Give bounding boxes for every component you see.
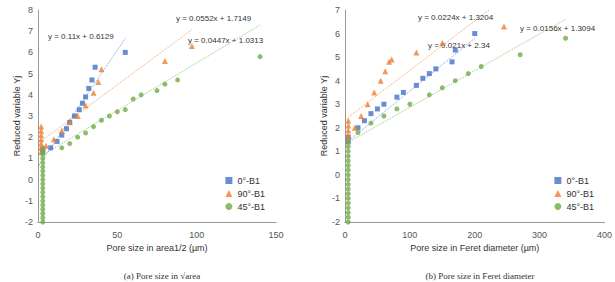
svg-text:(a) Pore size in √area: (a) Pore size in √area (124, 271, 200, 281)
svg-text:150: 150 (268, 230, 283, 240)
svg-text:200: 200 (467, 230, 482, 240)
svg-text:8: 8 (28, 5, 33, 15)
svg-text:100: 100 (189, 230, 204, 240)
svg-text:4: 4 (335, 76, 340, 86)
svg-text:7: 7 (28, 26, 33, 36)
svg-text:y = 0.021x + 2.34: y = 0.021x + 2.34 (428, 41, 490, 50)
svg-text:100: 100 (402, 230, 417, 240)
svg-text:300: 300 (532, 230, 547, 240)
svg-text:90°-B1: 90°-B1 (566, 189, 594, 199)
svg-text:6: 6 (28, 47, 33, 57)
svg-text:-1: -1 (332, 193, 340, 203)
svg-text:90°-B1: 90°-B1 (237, 189, 265, 199)
svg-text:y = 0.0552x + 1.7149: y = 0.0552x + 1.7149 (176, 14, 252, 23)
svg-text:400: 400 (597, 230, 612, 240)
svg-text:0: 0 (335, 170, 340, 180)
svg-text:Pore size in area1/2 (µm): Pore size in area1/2 (µm) (106, 243, 207, 253)
svg-text:45°-B1: 45°-B1 (566, 202, 594, 212)
svg-text:2: 2 (335, 123, 340, 133)
svg-text:-2: -2 (332, 217, 340, 227)
svg-text:0: 0 (342, 230, 347, 240)
svg-text:0: 0 (28, 175, 33, 185)
svg-text:-2: -2 (25, 217, 33, 227)
svg-text:y = 0.0447x + 1.0313: y = 0.0447x + 1.0313 (188, 36, 264, 45)
svg-text:y = 0.0224x + 1.3204: y = 0.0224x + 1.3204 (418, 13, 494, 22)
svg-text:45°-B1: 45°-B1 (237, 202, 265, 212)
svg-text:5: 5 (335, 52, 340, 62)
svg-text:-1: -1 (25, 196, 33, 206)
svg-text:1: 1 (335, 146, 340, 156)
svg-text:7: 7 (335, 5, 340, 15)
svg-text:0: 0 (35, 230, 40, 240)
svg-text:Pore size in Feret diameter (µ: Pore size in Feret diameter (µm) (410, 243, 539, 253)
svg-text:y = 0.0156x + 1.3094: y = 0.0156x + 1.3094 (520, 24, 596, 33)
svg-text:y = 0.11x + 0.6129: y = 0.11x + 0.6129 (48, 32, 114, 41)
svg-text:4: 4 (28, 90, 33, 100)
svg-text:5: 5 (28, 69, 33, 79)
svg-text:Reduced variable Yj: Reduced variable Yj (319, 76, 329, 156)
svg-text:6: 6 (335, 29, 340, 39)
svg-text:Reduced variable Yj: Reduced variable Yj (12, 76, 22, 156)
svg-text:1: 1 (28, 153, 33, 163)
svg-text:3: 3 (28, 111, 33, 121)
svg-text:(b) Pore size in Feret diamete: (b) Pore size in Feret diameter (425, 271, 534, 281)
svg-text:0°-B1: 0°-B1 (566, 176, 589, 186)
svg-text:0°-B1: 0°-B1 (237, 176, 260, 186)
svg-text:2: 2 (28, 132, 33, 142)
svg-text:3: 3 (335, 99, 340, 109)
svg-text:50: 50 (112, 230, 122, 240)
